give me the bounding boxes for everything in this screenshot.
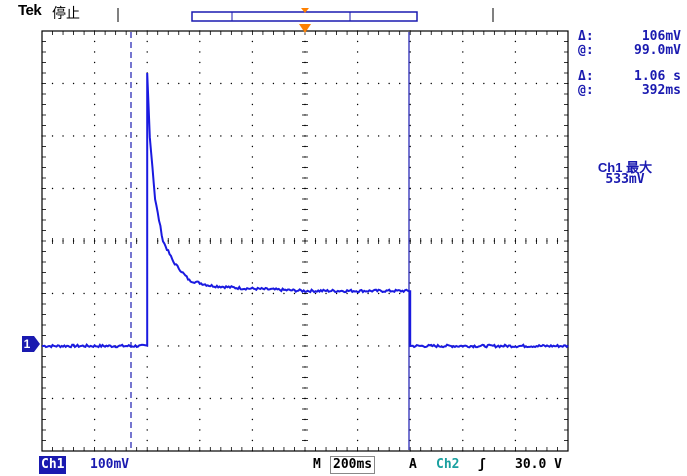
amp-delta-value: 106mV <box>641 29 681 44</box>
timebase-label: M <box>313 457 321 472</box>
time-delta-label: Δ: <box>578 69 594 84</box>
time-at-value: 392ms <box>641 83 681 98</box>
record-position-indicator <box>117 8 494 22</box>
trigger-level: 30.0 V <box>515 457 562 472</box>
amp-at-value: 99.0mV <box>634 43 681 58</box>
measurement-title: Ch1 最大 <box>597 160 653 175</box>
trigger-source: Ch2 <box>436 457 460 472</box>
trigger-position-marker <box>299 24 311 33</box>
acquisition-status: 停止 <box>52 5 80 21</box>
time-delta-value: 1.06 s <box>634 69 681 84</box>
settings-bar: Ch1 100mV M 200ms A Ch2 ʃ 30.0 V <box>0 455 687 476</box>
timebase-value[interactable]: 200ms <box>330 456 376 474</box>
grid <box>41 30 569 452</box>
amp-delta-label: Δ: <box>578 29 594 44</box>
status-bar: Tek 停止 <box>0 0 687 22</box>
brand-logo: Tek <box>18 2 42 19</box>
channel-badge[interactable]: Ch1 <box>39 456 67 474</box>
ch1-ground-number: 1 <box>24 337 31 351</box>
trigger-slope-icon: ʃ <box>478 457 486 472</box>
channel-scale: 100mV <box>90 457 130 472</box>
ch1-ground-marker[interactable]: 1 <box>22 336 40 352</box>
time-at-label: @: <box>578 83 594 98</box>
amp-at-label: @: <box>578 43 594 58</box>
ch1-waveform <box>42 72 569 349</box>
measurement-value: 533mV <box>605 172 645 187</box>
trigger-label: A <box>409 457 417 472</box>
